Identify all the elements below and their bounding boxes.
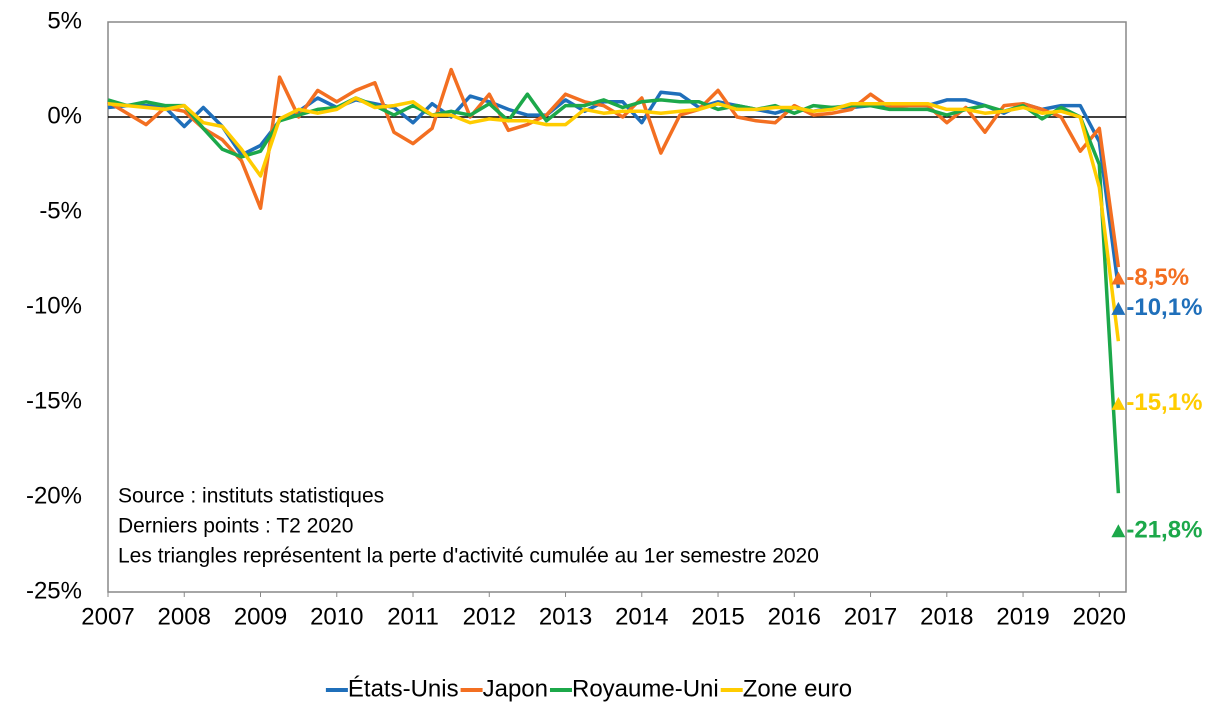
cumulative-triangle xyxy=(1111,301,1126,315)
annotation: Source : instituts statistiques xyxy=(118,485,384,508)
legend-label: Zone euro xyxy=(743,675,852,702)
annotation: Derniers points : T2 2020 xyxy=(118,515,353,538)
annotation: Les triangles représentent la perte d'ac… xyxy=(118,545,819,568)
cumulative-label: -21,8% xyxy=(1126,517,1202,544)
x-tick-label: 2010 xyxy=(310,603,363,630)
x-tick-label: 2008 xyxy=(158,603,211,630)
cumulative-label: -8,5% xyxy=(1126,264,1189,291)
cumulative-triangle xyxy=(1111,271,1126,285)
cumulative-triangle xyxy=(1111,396,1126,410)
series-line xyxy=(107,92,1121,494)
x-tick-label: 2013 xyxy=(539,603,592,630)
y-tick-label: -20% xyxy=(26,482,82,509)
legend-label: Royaume-Uni xyxy=(572,675,719,702)
x-tick-label: 2009 xyxy=(234,603,287,630)
cumulative-label: -15,1% xyxy=(1126,389,1202,416)
series-line xyxy=(107,90,1121,289)
x-tick-label: 2015 xyxy=(691,603,744,630)
series-line xyxy=(107,96,1121,342)
x-tick-label: 2011 xyxy=(387,603,439,630)
x-tick-label: 2017 xyxy=(844,603,897,630)
y-tick-label: 0% xyxy=(47,102,82,129)
x-tick-label: 2014 xyxy=(615,603,668,630)
y-tick-label: -25% xyxy=(26,577,82,604)
y-tick-label: -5% xyxy=(39,197,82,224)
cumulative-label: -10,1% xyxy=(1126,294,1202,321)
y-tick-label: -15% xyxy=(26,387,82,414)
x-tick-label: 2018 xyxy=(920,603,973,630)
x-tick-label: 2012 xyxy=(463,603,516,630)
legend-label: Japon xyxy=(483,675,548,702)
x-tick-label: 2016 xyxy=(768,603,821,630)
cumulative-triangle xyxy=(1111,524,1126,538)
x-tick-label: 2020 xyxy=(1073,603,1126,630)
y-tick-label: -10% xyxy=(26,292,82,319)
y-tick-label: 5% xyxy=(47,7,82,34)
legend-label: États-Unis xyxy=(348,675,459,702)
plot-frame xyxy=(107,21,1127,593)
x-tick-label: 2019 xyxy=(996,603,1049,630)
x-tick-label: 2007 xyxy=(81,603,134,630)
